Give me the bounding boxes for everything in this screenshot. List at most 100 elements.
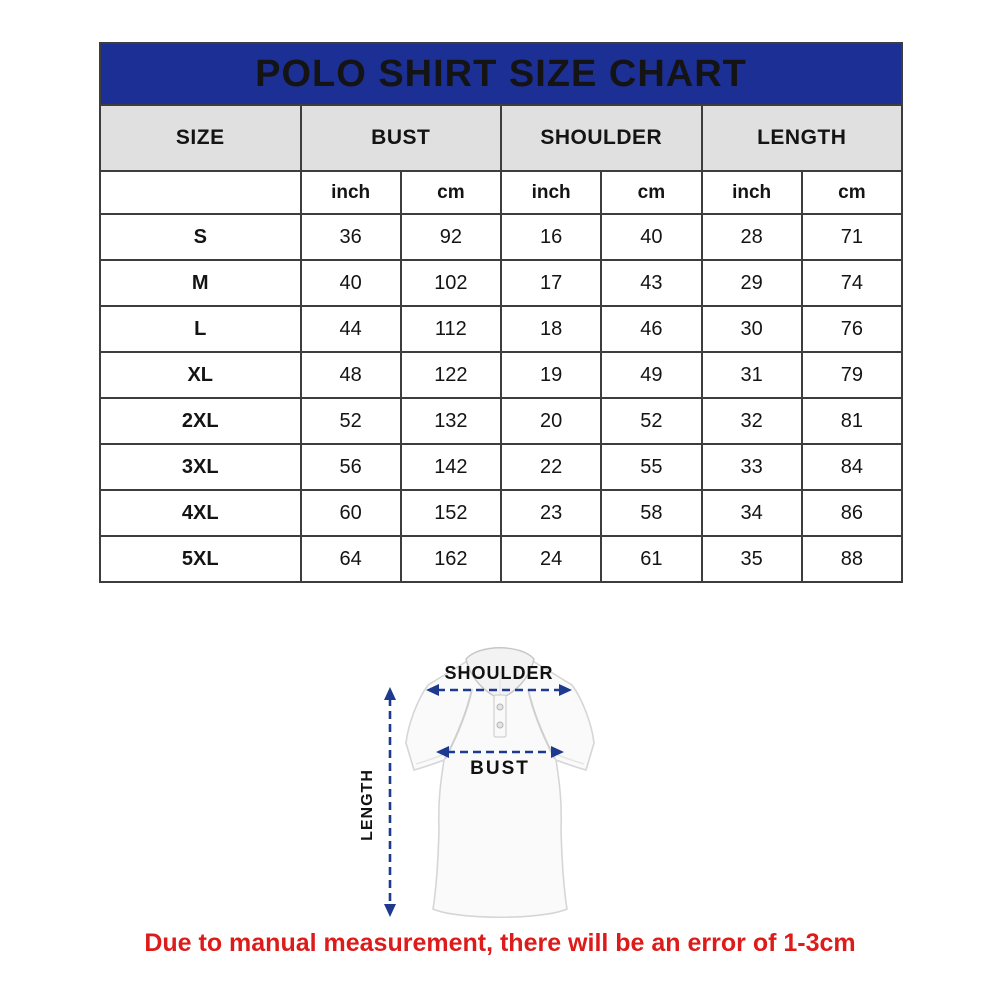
value-cell: 64 (299, 535, 402, 583)
measurement-error-note: Due to manual measurement, there will be… (144, 929, 856, 957)
button-placket (493, 694, 507, 738)
value-cell: 23 (499, 489, 603, 537)
unit-header: cm (800, 170, 904, 215)
column-header-size: SIZE (99, 104, 302, 172)
value-cell: 152 (399, 489, 503, 537)
size-cell: XL (99, 351, 302, 399)
size-cell: 3XL (99, 443, 302, 491)
arrow-head-bottom (384, 904, 396, 917)
shoulder-label: SHOULDER (444, 663, 553, 683)
unit-header: inch (700, 170, 803, 215)
arrow-head-left (426, 684, 439, 696)
value-cell: 81 (800, 397, 904, 445)
value-cell: 35 (700, 535, 803, 583)
value-cell: 55 (600, 443, 703, 491)
value-cell: 43 (600, 259, 703, 307)
value-cell: 162 (399, 535, 503, 583)
value-cell: 60 (299, 489, 402, 537)
value-cell: 74 (800, 259, 904, 307)
length-label: LENGTH (359, 769, 376, 841)
unit-header: cm (600, 170, 703, 215)
value-cell: 30 (700, 305, 803, 353)
size-row-xl: XL 48 122 19 49 31 79 (99, 351, 904, 399)
column-header-length: LENGTH (700, 104, 903, 172)
value-cell: 22 (499, 443, 603, 491)
value-cell: 18 (499, 305, 603, 353)
value-cell: 52 (600, 397, 703, 445)
arrow-head-right (559, 684, 572, 696)
value-cell: 16 (499, 213, 603, 261)
value-cell: 40 (299, 259, 402, 307)
size-cell: S (99, 213, 302, 261)
value-cell: 31 (700, 351, 803, 399)
value-cell: 52 (299, 397, 402, 445)
value-cell: 49 (600, 351, 703, 399)
shirt-body (405, 659, 595, 919)
value-cell: 20 (499, 397, 603, 445)
value-cell: 102 (399, 259, 503, 307)
column-group-row: SIZE BUST SHOULDER LENGTH (99, 104, 903, 172)
value-cell: 56 (299, 443, 402, 491)
right-sleeve-hem (557, 754, 585, 765)
left-sleeve-hem (415, 754, 443, 765)
size-row-s: S 36 92 16 40 28 71 (99, 213, 904, 261)
shoulder-measure-arrow (426, 684, 572, 696)
measurement-diagram: SHOULDER BUST LENGTH (320, 633, 680, 933)
value-cell: 61 (600, 535, 703, 583)
size-row-2xl: 2XL 52 132 20 52 32 81 (99, 397, 904, 445)
value-cell: 44 (299, 305, 402, 353)
bust-measure-arrow (436, 746, 564, 758)
size-cell: M (99, 259, 302, 307)
arrow-head-top (384, 687, 396, 700)
unit-header: inch (499, 170, 603, 215)
unit-header: inch (299, 170, 402, 215)
bust-label: BUST (470, 758, 530, 779)
placket-button (496, 703, 504, 711)
value-cell: 88 (800, 535, 904, 583)
placket-button (496, 721, 504, 729)
value-cell: 92 (399, 213, 503, 261)
value-cell: 46 (600, 305, 703, 353)
arrow-head-left (436, 746, 449, 758)
value-cell: 32 (700, 397, 803, 445)
value-cell: 36 (299, 213, 402, 261)
length-measure-arrow (384, 687, 396, 917)
value-cell: 84 (800, 443, 904, 491)
polo-shirt-illustration (405, 647, 595, 919)
value-cell: 33 (700, 443, 803, 491)
value-cell: 71 (800, 213, 904, 261)
value-cell: 142 (399, 443, 503, 491)
size-row-4xl: 4XL 60 152 23 58 34 86 (99, 489, 904, 537)
size-row-m: M 40 102 17 43 29 74 (99, 259, 904, 307)
unit-header: cm (399, 170, 503, 215)
value-cell: 34 (700, 489, 803, 537)
value-cell: 40 (600, 213, 703, 261)
size-row-3xl: 3XL 56 142 22 55 33 84 (99, 443, 904, 491)
value-cell: 76 (800, 305, 904, 353)
value-cell: 122 (399, 351, 503, 399)
unit-header-empty (99, 170, 302, 215)
value-cell: 17 (499, 259, 603, 307)
value-cell: 132 (399, 397, 503, 445)
size-cell: 2XL (99, 397, 302, 445)
size-cell: L (99, 305, 302, 353)
value-cell: 48 (299, 351, 402, 399)
value-cell: 79 (800, 351, 904, 399)
column-header-shoulder: SHOULDER (500, 104, 703, 172)
size-cell: 5XL (99, 535, 302, 583)
arrow-head-right (551, 746, 564, 758)
value-cell: 29 (700, 259, 803, 307)
value-cell: 86 (800, 489, 904, 537)
size-cell: 4XL (99, 489, 302, 537)
value-cell: 58 (600, 489, 703, 537)
size-row-5xl: 5XL 64 162 24 61 35 88 (99, 535, 904, 583)
chart-title: POLO SHIRT SIZE CHART (99, 42, 903, 106)
unit-header-row: inch cm inch cm inch cm (99, 170, 904, 215)
value-cell: 19 (499, 351, 603, 399)
size-chart-table: POLO SHIRT SIZE CHART SIZE BUST SHOULDER… (99, 42, 904, 583)
title-row: POLO SHIRT SIZE CHART (99, 42, 903, 106)
value-cell: 28 (700, 213, 803, 261)
column-header-bust: BUST (299, 104, 502, 172)
value-cell: 24 (499, 535, 603, 583)
